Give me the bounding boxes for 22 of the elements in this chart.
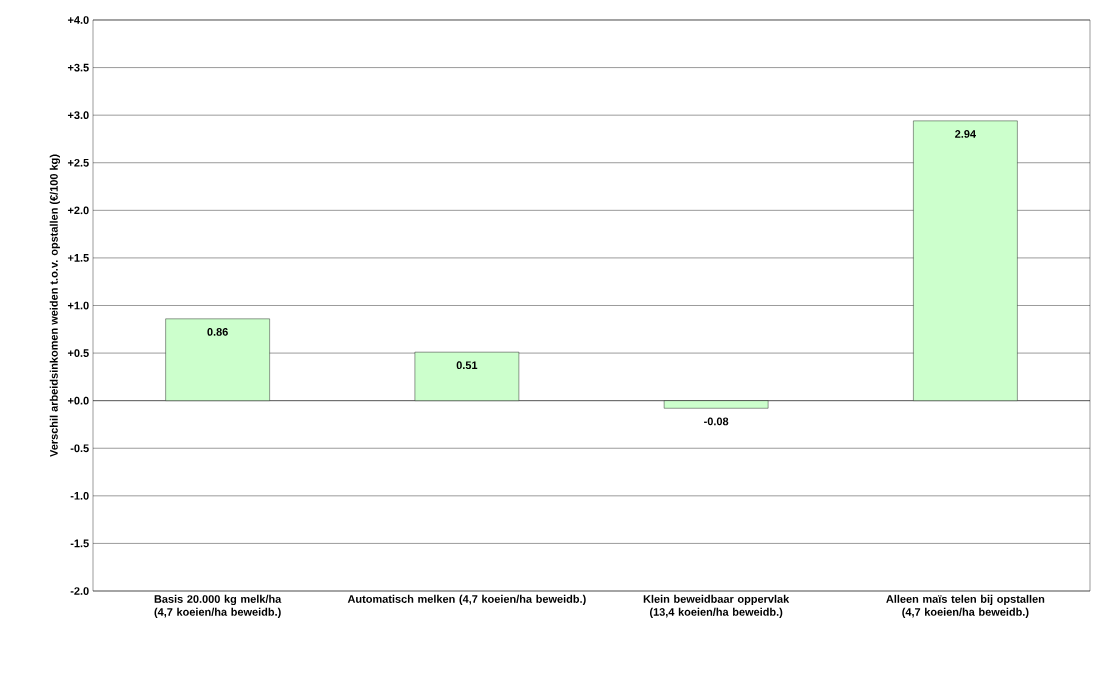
x-tick-label: Alleen maïs telen bij opstallen (4,7 koeien/ha beweidb.) (886, 594, 1045, 619)
x-tick-label: Basis 20.000 kg melk/ha (4,7 koeien/ha beweidb.) (154, 594, 282, 619)
y-tick-label: +2.5 (67, 158, 89, 167)
data-label: 2.94 (955, 130, 976, 138)
x-tick-label: Klein beweidbaar oppervlak (13,4 koeien/ha beweidb.) (643, 594, 790, 619)
y-tick-label: -1.0 (70, 491, 89, 500)
y-tick-label: +3.0 (67, 111, 89, 120)
y-tick-label: +4.0 (67, 16, 89, 24)
y-tick-label: +0.0 (67, 396, 89, 405)
y-tick-label: -0.5 (70, 444, 89, 453)
y-tick-label: +3.5 (67, 63, 89, 72)
y-tick-label: -1.5 (70, 539, 89, 548)
y-axis-title: Verschil arbeidsinkomen weiden t.o.v. opstallen (€/100 kg) (49, 154, 61, 457)
data-label: 0.86 (207, 328, 228, 336)
y-tick-label: +0.5 (67, 349, 89, 357)
y-tick-label: +2.0 (67, 206, 89, 215)
y-tick-label: -2.0 (70, 587, 89, 595)
y-tick-label: +1.5 (67, 254, 89, 262)
y-tick-label: +1.0 (67, 301, 89, 310)
data-label: 0.51 (456, 361, 478, 370)
data-label: -0.08 (704, 417, 729, 426)
x-tick-label: Automatisch melken (4,7 koeien/ha beweidb.) (347, 594, 586, 606)
